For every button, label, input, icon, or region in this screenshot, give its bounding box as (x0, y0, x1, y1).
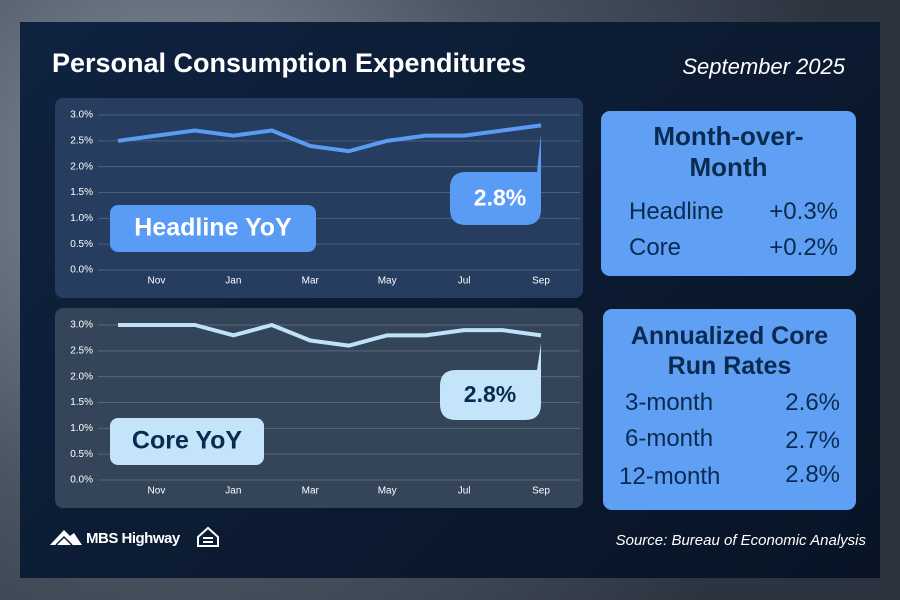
x-tick-label: Jan (225, 276, 241, 287)
y-tick-label: 3.0% (70, 110, 93, 121)
y-tick-label: 1.0% (70, 423, 93, 434)
callout-text: 2.8% (474, 185, 526, 211)
logo: MBS Highway (86, 530, 180, 547)
run-rates-title: Annualized Core Run Rates (630, 322, 829, 380)
y-tick-label: 2.5% (70, 135, 93, 146)
date: September 2025 (682, 54, 845, 79)
mom-value: +0.2% (769, 234, 838, 261)
x-tick-label: Mar (302, 486, 320, 497)
mom-label: Headline (629, 198, 724, 225)
series-label: Core YoY (132, 427, 243, 455)
y-tick-label: 0.5% (70, 449, 93, 460)
mom-label: Core (629, 234, 682, 261)
y-tick-label: 3.0% (70, 320, 93, 331)
x-tick-label: Sep (532, 276, 550, 287)
rate-value: 2.6% (785, 389, 840, 416)
title: Personal Consumption Expenditures (52, 48, 527, 78)
mom-box: Month-over-Month Headline +0.3% Core +0.… (601, 111, 856, 276)
mom-title: Month-over-Month (653, 121, 804, 182)
x-tick-label: May (378, 276, 397, 287)
chart-panel: 0.0% 0.5% 1.0% 1.5% 2.0% 2.5% 3.0% Nov Jan Mar May… (55, 308, 583, 508)
callout-bubble (440, 343, 541, 420)
chart: 0.0% 0.5% 1.0% 1.5% 2.0% 2.5% 3.0% Nov Jan Mar May… (70, 320, 580, 497)
callout-text: 2.8% (464, 381, 516, 407)
x-tick-label: Jul (458, 486, 471, 497)
y-tick-label: 2.0% (70, 371, 93, 382)
series-label: Headline YoY (134, 214, 292, 242)
rate-label: 3-month (625, 389, 714, 416)
y-tick-label: 2.0% (70, 161, 93, 172)
x-tick-label: Jan (225, 486, 241, 497)
x-tick-label: Nov (148, 486, 166, 497)
logo-icon (50, 530, 82, 546)
x-tick-label: Jul (458, 276, 471, 287)
run-rates-box: Annualized Core Run Rates 3-month 2.6% 6… (603, 309, 856, 510)
callout-bubble (450, 133, 541, 225)
y-tick-label: 0.0% (70, 475, 93, 486)
x-tick-label: May (378, 486, 397, 497)
mom-value: +0.3% (769, 198, 838, 225)
series-label-box (110, 205, 316, 252)
x-tick-label: Sep (532, 486, 550, 497)
y-tick-label: 0.0% (70, 265, 93, 276)
line (118, 323, 542, 348)
chart-panel: 0.0% 0.5% 1.0% 1.5% 2.0% 2.5% 3.0% Nov Jan Mar May… (55, 98, 583, 298)
rate-value: 2.7% (785, 427, 840, 454)
y-tick-label: 0.5% (70, 239, 93, 250)
line (117, 123, 542, 154)
source: Source: Bureau of Economic Analysis (615, 532, 866, 549)
equal-housing-icon (197, 526, 219, 547)
series-label-box (110, 418, 264, 465)
x-tick-label: Mar (302, 276, 320, 287)
y-tick-label: 1.0% (70, 213, 93, 224)
rate-value: 2.8% (785, 461, 840, 488)
y-tick-label: 2.5% (70, 345, 93, 356)
rate-label: 12-month (619, 463, 721, 490)
x-tick-label: Nov (148, 276, 166, 287)
chart: 0.0% 0.5% 1.0% 1.5% 2.0% 2.5% 3.0% Nov Jan Mar May… (70, 110, 580, 287)
rate-label: 6-month (625, 425, 714, 452)
y-tick-label: 1.5% (70, 187, 93, 198)
y-tick-label: 1.5% (70, 397, 93, 408)
